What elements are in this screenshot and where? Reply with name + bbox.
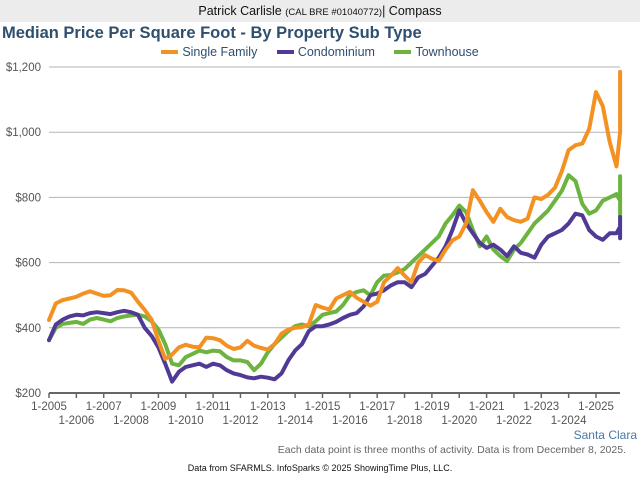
series-line-single-family[interactable]: [47, 69, 623, 361]
x-tick-label: 1-2018: [387, 415, 423, 427]
agent-header: Patrick Carlisle (CAL BRE #01040772)| Co…: [0, 0, 640, 22]
x-tick-label: 1-2025: [578, 401, 614, 413]
x-axis: 1-2005 1-2006 1-2007 1-2008 1-2009 1-2010 1-20…: [31, 392, 620, 427]
region-label: Santa Clara: [573, 428, 637, 442]
series-line-townhouse[interactable]: [47, 173, 623, 373]
x-tick-label: 1-2017: [359, 401, 395, 413]
x-tick-label: 1-2006: [58, 415, 94, 427]
data-note: Each data point is three months of activ…: [277, 444, 626, 456]
x-tick-label: 1-2019: [414, 401, 450, 413]
y-tick-label: $200: [15, 388, 41, 400]
chart-title: Median Price Per Square Foot - By Proper…: [2, 24, 422, 42]
header-separator: |: [382, 4, 386, 18]
x-tick-label: 1-2008: [113, 415, 149, 427]
chart-legend: Single Family Condominium Townhouse: [0, 45, 640, 59]
x-tick-label: 1-2005: [31, 401, 67, 413]
legend-label-condominium: Condominium: [297, 45, 375, 59]
x-tick-label: 1-2023: [523, 401, 559, 413]
y-tick-label: $400: [15, 323, 41, 335]
y-tick-label: $1,200: [6, 62, 41, 74]
agent-name: Patrick Carlisle: [198, 4, 282, 18]
legend-item-single-family[interactable]: Single Family: [161, 45, 257, 59]
brokerage-name: Compass: [388, 4, 442, 18]
legend-swatch-condominium: [276, 49, 294, 54]
legend-item-condominium[interactable]: Condominium: [276, 45, 375, 59]
x-tick-label: 1-2010: [168, 415, 204, 427]
legend-label-single-family: Single Family: [182, 45, 258, 59]
series-lines: [47, 69, 623, 384]
x-tick-label: 1-2016: [332, 415, 368, 427]
y-tick-label: $1,000: [6, 127, 41, 139]
y-axis: $200 $400 $600 $800 $1,000 $1,200: [6, 62, 41, 400]
footer-credit: Data from SFARMLS. InfoSparks © 2025 Sho…: [187, 463, 453, 473]
legend-item-townhouse[interactable]: Townhouse: [394, 45, 479, 59]
x-tick-label: 1-2021: [469, 401, 505, 413]
x-tick-label: 1-2011: [196, 401, 231, 413]
legend-swatch-townhouse: [394, 49, 412, 54]
legend-swatch-single-family: [161, 49, 179, 54]
x-tick-label: 1-2009: [140, 401, 176, 413]
x-tick-label: 1-2007: [86, 401, 122, 413]
line-chart: $200$400$600$800$1,000$1,200 1-20051-200…: [6, 62, 623, 427]
x-tick-label: 1-2013: [250, 401, 286, 413]
y-tick-label: $600: [15, 258, 41, 270]
series-line-condominium[interactable]: [47, 208, 623, 384]
x-tick-label: 1-2014: [277, 415, 313, 427]
y-tick-label: $800: [15, 192, 41, 204]
x-tick-label: 1-2012: [223, 415, 259, 427]
x-tick-label: 1-2015: [305, 401, 341, 413]
legend-label-townhouse: Townhouse: [415, 45, 479, 59]
x-tick-label: 1-2020: [441, 415, 477, 427]
x-tick-label: 1-2022: [496, 415, 532, 427]
x-tick-label: 1-2024: [551, 415, 587, 427]
agent-license: (CAL BRE #01040772): [285, 7, 383, 18]
